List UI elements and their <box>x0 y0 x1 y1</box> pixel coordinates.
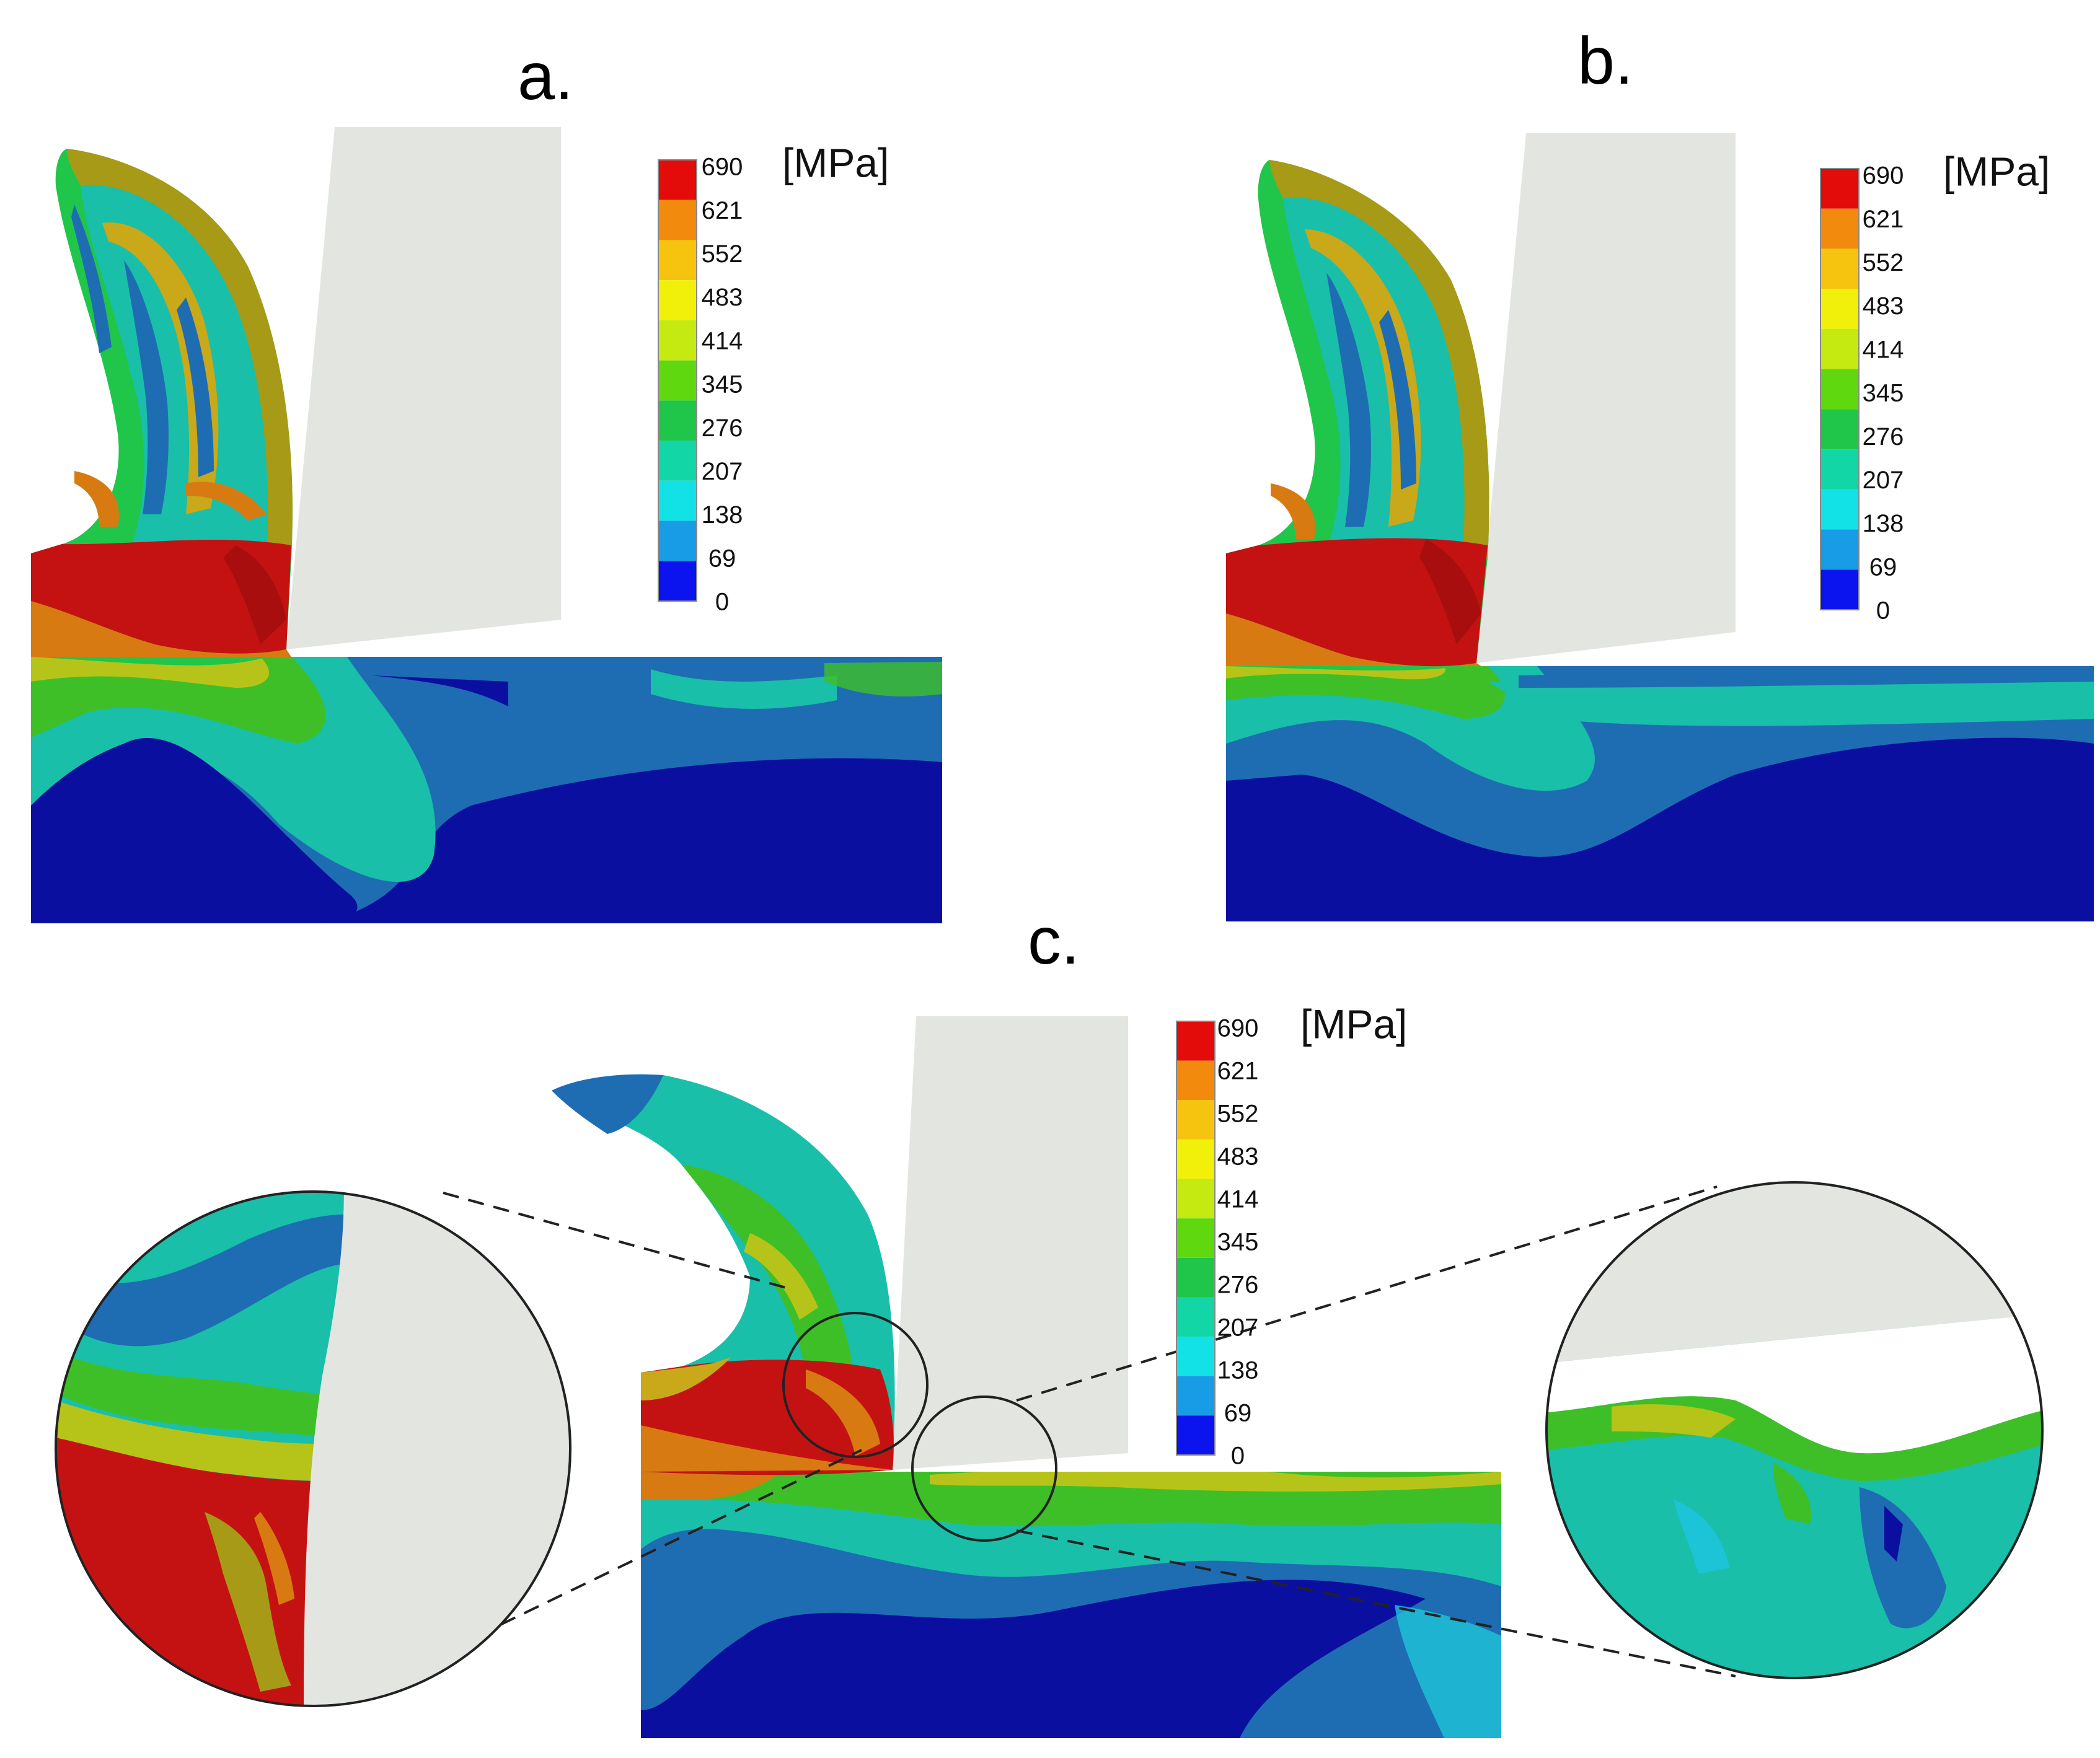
legend-swatch <box>1176 1297 1215 1337</box>
legend-tick-label: 690 <box>1217 1015 1259 1042</box>
legend-tick-label: 690 <box>702 154 743 181</box>
legend-swatch <box>1820 248 1859 289</box>
legend-tick-label: 69 <box>708 545 736 572</box>
legend-swatch <box>658 521 697 561</box>
legend-tick-label: 621 <box>1217 1058 1259 1085</box>
legend-tick-label: 276 <box>702 415 743 442</box>
legend-unit-label: [MPa] <box>1300 1001 1407 1047</box>
legend-tick-label: 345 <box>1863 380 1904 407</box>
legend-tick-label: 69 <box>1224 1400 1252 1427</box>
legend-swatch <box>1820 208 1859 249</box>
legend-swatch <box>658 561 697 601</box>
legend-swatch <box>1176 1100 1215 1140</box>
legend-unit-label: [MPa] <box>1943 148 2050 194</box>
legend-tick-label: 552 <box>702 240 743 268</box>
panel-a: a. <box>31 38 942 923</box>
legend-tick-label: 690 <box>1863 162 1904 190</box>
legend-swatch <box>658 280 697 320</box>
legend-tick-label: 414 <box>1863 336 1904 363</box>
panel-c-label: c. <box>1028 903 1080 978</box>
zoom-inset-right <box>1545 1181 2044 1679</box>
legend-swatch <box>1820 289 1859 329</box>
legend-swatch <box>1176 1139 1215 1179</box>
legend-tick-label: 0 <box>1231 1443 1245 1470</box>
legend-swatch <box>1820 489 1859 530</box>
zoom-marker-chip <box>782 1312 929 1458</box>
legend-swatch <box>658 200 697 240</box>
panel-c: c. <box>55 903 2044 1738</box>
legend-tick-label: 414 <box>702 327 743 354</box>
legend-swatch <box>1820 529 1859 570</box>
legend-swatch <box>1176 1179 1215 1219</box>
legend-tick-label: 483 <box>702 284 743 311</box>
legend-swatch <box>1176 1060 1215 1101</box>
panel-b-label: b. <box>1577 23 1633 98</box>
legend-swatch <box>1820 169 1859 209</box>
legend-swatch <box>1820 569 1859 610</box>
legend-tick-label: 0 <box>1876 597 1890 625</box>
legend-tick-label: 483 <box>1863 292 1904 320</box>
tool-a <box>286 127 561 649</box>
legend-tick-label: 414 <box>1217 1186 1259 1213</box>
workpiece-a <box>31 657 942 923</box>
legend-tick-label: 276 <box>1863 423 1904 450</box>
workpiece-b <box>1226 666 2094 921</box>
tool-c <box>893 1016 1128 1470</box>
legend-tick-label: 621 <box>702 197 743 224</box>
legend-tick-label: 0 <box>715 589 729 616</box>
legend-unit-label: [MPa] <box>782 139 889 185</box>
legend-swatch <box>658 400 697 441</box>
legend-tick-label: 552 <box>1863 249 1904 276</box>
legend-border <box>1176 1021 1215 1456</box>
workpiece-c <box>641 1472 1501 1738</box>
legend-tick-label: 552 <box>1217 1101 1259 1128</box>
legend-swatch <box>658 160 697 200</box>
legend-swatch <box>1820 369 1859 410</box>
legend-border <box>1820 168 1860 610</box>
legend-swatch <box>1176 1021 1215 1061</box>
legend-tick-label: 138 <box>1217 1357 1259 1384</box>
zoom-connectors <box>443 1185 1736 1677</box>
chip-a <box>31 149 293 666</box>
legend-swatch <box>1820 449 1859 490</box>
legend-tick-label: 621 <box>1863 206 1904 233</box>
legend-swatch <box>1176 1337 1215 1376</box>
legend-swatch <box>658 441 697 481</box>
legend-swatch <box>658 480 697 521</box>
chip-b <box>1226 160 1489 670</box>
legend-swatch <box>1176 1415 1215 1455</box>
zoom-marker-surface <box>911 1395 1057 1542</box>
legend-tick-label: 207 <box>702 458 743 485</box>
legend-tick-label: 345 <box>1217 1229 1259 1256</box>
legend-tick-label: 69 <box>1869 553 1897 581</box>
legend-swatch <box>1820 328 1859 369</box>
panel-a-label: a. <box>518 38 573 113</box>
legend-swatch <box>658 320 697 361</box>
legend-tick-label: 138 <box>702 501 743 529</box>
chip-c <box>552 1074 895 1475</box>
legend-swatch <box>1176 1218 1215 1258</box>
legend-tick-label: 483 <box>1217 1143 1259 1171</box>
legend-swatch <box>1176 1376 1215 1416</box>
legend-swatch <box>658 360 697 401</box>
legend-tick-label: 207 <box>1863 467 1904 494</box>
zoom-inset-left <box>55 1190 571 1707</box>
legend-tick-label: 207 <box>1217 1314 1259 1342</box>
tool-b <box>1476 133 1736 663</box>
legend-border <box>658 159 697 602</box>
legend-swatch <box>1820 409 1859 450</box>
legend-tick-label: 138 <box>1863 510 1904 537</box>
legend-tick-label: 345 <box>702 371 743 398</box>
legend-tick-label: 276 <box>1217 1272 1259 1299</box>
legend-swatch <box>1176 1257 1215 1298</box>
legend-swatch <box>658 240 697 281</box>
